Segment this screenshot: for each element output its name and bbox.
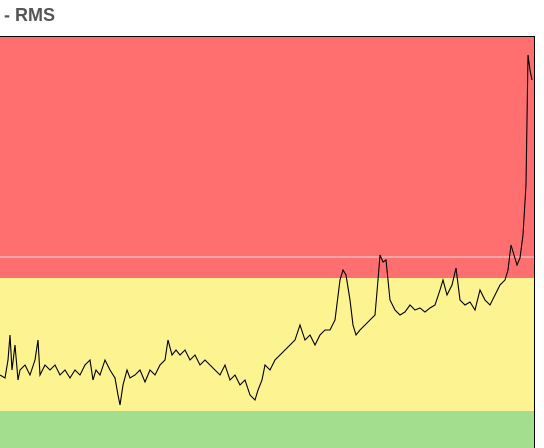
plot-area [0,36,535,448]
band [0,278,534,411]
data-line [0,54,533,406]
band [0,36,534,278]
chart-title: - RMS [4,5,55,25]
band [0,411,534,448]
